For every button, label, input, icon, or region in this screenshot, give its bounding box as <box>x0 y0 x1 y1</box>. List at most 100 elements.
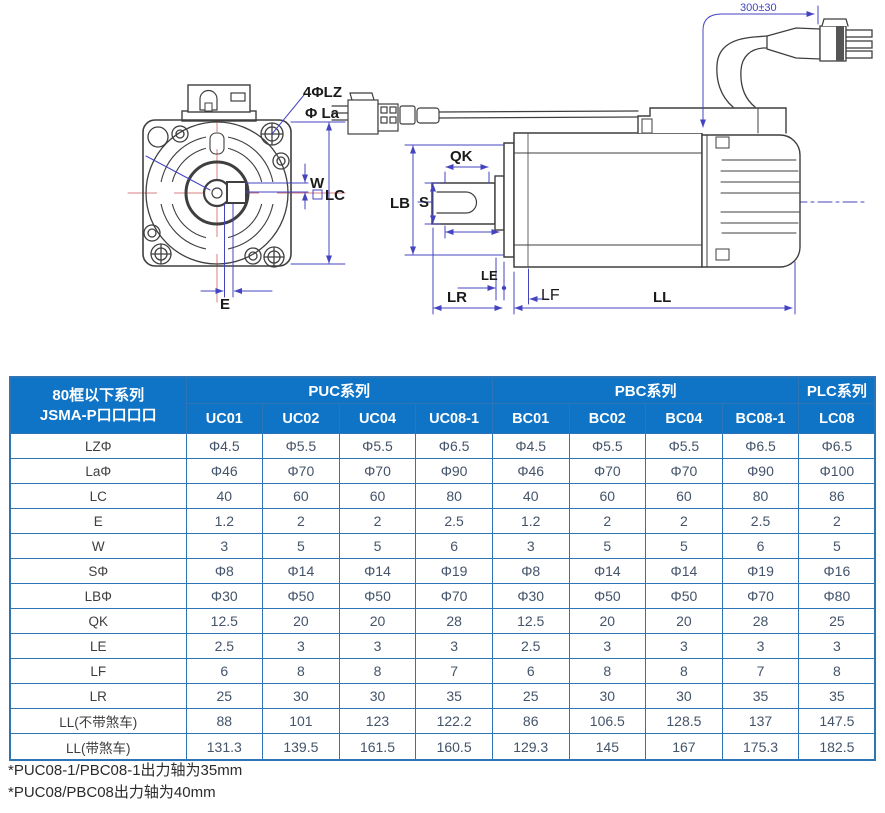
table-cell: 7 <box>721 658 800 684</box>
table-cell: Φ14 <box>645 558 723 584</box>
table-cell: 8 <box>338 658 417 684</box>
table-cell: 175.3 <box>721 733 800 761</box>
table-row: QK 12.5 20 20 28 12.5 20 20 28 25 <box>9 608 876 634</box>
table-cell: 20 <box>262 608 340 634</box>
table-cell: 122.2 <box>415 708 493 734</box>
table-cell: Φ70 <box>415 583 493 609</box>
table-cell: 80 <box>721 483 800 509</box>
table-cell: 60 <box>338 483 417 509</box>
table-cell: 25 <box>491 683 570 709</box>
table-row: LaΦ Φ46 Φ70 Φ70 Φ90 Φ46 Φ70 Φ70 Φ90 Φ100 <box>9 458 876 484</box>
table-cell: 20 <box>568 608 647 634</box>
table-cell: Φ30 <box>491 583 570 609</box>
dim-label-le: LE <box>481 268 498 283</box>
table-cell: 30 <box>262 683 340 709</box>
dim-label-lr: LR <box>447 289 467 306</box>
dim-label-ll: LL <box>653 289 671 306</box>
row-label: E <box>9 508 187 534</box>
table-cell: Φ70 <box>568 458 647 484</box>
row-label: LL(不带煞车) <box>9 708 187 734</box>
table-cell: 86 <box>798 483 876 509</box>
table-cell: 60 <box>645 483 723 509</box>
model-column-header: BC08-1 <box>721 403 800 434</box>
table-cell: 30 <box>338 683 417 709</box>
table-cell: 160.5 <box>415 733 493 761</box>
table-cell: 30 <box>568 683 647 709</box>
table-cell: 25 <box>185 683 264 709</box>
row-label: LE <box>9 633 187 659</box>
table-cell: 86 <box>491 708 570 734</box>
table-cell: Φ50 <box>645 583 723 609</box>
table-cell: 40 <box>491 483 570 509</box>
series-group-header: PLC系列 <box>798 376 876 404</box>
table-row: LL(带煞车) 131.3 139.5 161.5 160.5 129.3 145 167 17… <box>9 733 876 761</box>
table-cell: 2 <box>798 508 876 534</box>
dim-label-la: Φ La <box>305 105 340 122</box>
table-cell: Φ6.5 <box>415 433 493 459</box>
table-cell: 35 <box>415 683 493 709</box>
row-label: W <box>9 533 187 559</box>
table-cell: 5 <box>568 533 647 559</box>
table-cell: Φ5.5 <box>568 433 647 459</box>
corner-header-line2: JSMA-P口口口口 <box>39 406 157 424</box>
table-cell: 5 <box>338 533 417 559</box>
row-label: LR <box>9 683 187 709</box>
table-cell: 128.5 <box>645 708 723 734</box>
model-column-header: BC04 <box>645 403 723 434</box>
table-cell: Φ8 <box>491 558 570 584</box>
table-cell: Φ70 <box>338 458 417 484</box>
model-column-header: UC04 <box>338 403 417 434</box>
table-cell: 139.5 <box>262 733 340 761</box>
table-cell: 1.2 <box>491 508 570 534</box>
corner-header-line1: 80框以下系列 <box>52 387 145 404</box>
table-cell: Φ30 <box>185 583 264 609</box>
table-cell: 6 <box>415 533 493 559</box>
table-cell: Φ50 <box>568 583 647 609</box>
side-view: 300±30 LB S QK LE LR LF LL <box>331 2 873 315</box>
table-cell: 35 <box>798 683 876 709</box>
model-column-header: LC08 <box>798 403 876 434</box>
table-cell: 28 <box>721 608 800 634</box>
footnote-line: *PUC08-1/PBC08-1出力轴为35mm <box>8 762 243 779</box>
table-cell: 5 <box>262 533 340 559</box>
dim-label-lc: LC <box>325 187 345 204</box>
model-column-header: BC01 <box>491 403 570 434</box>
table-cell: 3 <box>645 633 723 659</box>
table-row: SΦ Φ8 Φ14 Φ14 Φ19 Φ8 Φ14 Φ14 Φ19 Φ16 <box>9 558 876 584</box>
table-cell: Φ14 <box>262 558 340 584</box>
dim-label-w: W <box>310 175 325 192</box>
table-cell: 101 <box>262 708 340 734</box>
table-cell: 8 <box>568 658 647 684</box>
table-cell: 2 <box>338 508 417 534</box>
table-cell: 8 <box>262 658 340 684</box>
table-cell: 6 <box>185 658 264 684</box>
table-cell: Φ16 <box>798 558 876 584</box>
table-cell: 1.2 <box>185 508 264 534</box>
table-body: LZΦ Φ4.5 Φ5.5 Φ5.5 Φ6.5 Φ4.5 Φ5.5 Φ5.5 Φ6.5 Φ6.5 L… <box>9 433 876 761</box>
table-cell: 60 <box>568 483 647 509</box>
table-cell: 20 <box>645 608 723 634</box>
table-cell: Φ70 <box>721 583 800 609</box>
table-cell: 2.5 <box>721 508 800 534</box>
table-cell: 5 <box>645 533 723 559</box>
table-cell: 167 <box>645 733 723 761</box>
table-cell: 2.5 <box>185 633 264 659</box>
table-cell: Φ4.5 <box>185 433 264 459</box>
footnotes: *PUC08-1/PBC08-1出力轴为35mm *PUC08/PBC08出力轴为… <box>8 760 242 804</box>
table-cell: 182.5 <box>798 733 876 761</box>
table-cell: 106.5 <box>568 708 647 734</box>
table-cell: Φ5.5 <box>338 433 417 459</box>
table-row: LL(不带煞车) 88 101 123 122.2 86 106.5 128.5 137 147.… <box>9 708 876 734</box>
corner-header: 80框以下系列 JSMA-P口口口口 <box>9 376 187 434</box>
table-cell: 88 <box>185 708 264 734</box>
table-cell: 2 <box>645 508 723 534</box>
table-cell: 147.5 <box>798 708 876 734</box>
model-column-header: BC02 <box>568 403 647 434</box>
table-cell: 12.5 <box>185 608 264 634</box>
table-cell: 2 <box>568 508 647 534</box>
table-cell: Φ4.5 <box>491 433 570 459</box>
dimension-table: 80框以下系列 JSMA-P口口口口 PUC系列 PBC系列 PLC系列 UC01 U… <box>9 376 877 761</box>
dim-label-cable-length: 300±30 <box>740 2 777 14</box>
table-cell: Φ14 <box>338 558 417 584</box>
